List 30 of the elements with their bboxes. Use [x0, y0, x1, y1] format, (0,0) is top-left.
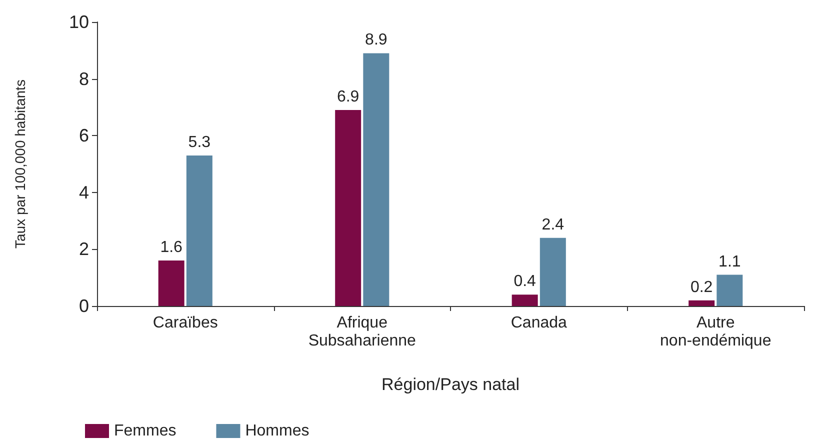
data-label: 8.9 — [365, 32, 388, 49]
legend-label: Hommes — [245, 422, 310, 440]
y-tick-label: 10 — [68, 12, 89, 32]
y-tick-label: 0 — [78, 296, 89, 316]
y-tick-label: 2 — [78, 239, 89, 260]
y-tick-label: 6 — [78, 126, 89, 146]
data-label: 2.4 — [542, 216, 564, 234]
bar — [540, 238, 566, 306]
y-tick-label: 8 — [78, 68, 89, 89]
y-tick-label: 4 — [78, 182, 89, 202]
bar — [186, 155, 212, 306]
bar — [716, 274, 743, 306]
bar — [512, 294, 538, 306]
x-tick-label: Caraïbes — [152, 314, 218, 332]
data-label: 1.1 — [718, 253, 741, 270]
bar — [158, 260, 184, 306]
x-tick-label: Autre non-endémique — [660, 314, 772, 350]
data-label: 6.9 — [336, 88, 360, 106]
data-label: 1.6 — [160, 239, 183, 256]
x-tick-label: Afrique Subsaharienne — [308, 314, 416, 350]
bar — [688, 300, 715, 306]
legend-label: Femmes — [114, 422, 176, 440]
x-tick-label: Canada — [510, 314, 567, 332]
bar — [335, 110, 362, 306]
bar — [363, 53, 390, 306]
x-axis-title: Région/Pays natal — [382, 375, 520, 394]
data-label: 0.4 — [514, 273, 536, 290]
data-label: 5.3 — [188, 134, 211, 151]
y-axis-title: Taux par 100,000 habitants — [12, 80, 28, 248]
data-label: 0.2 — [690, 278, 713, 296]
